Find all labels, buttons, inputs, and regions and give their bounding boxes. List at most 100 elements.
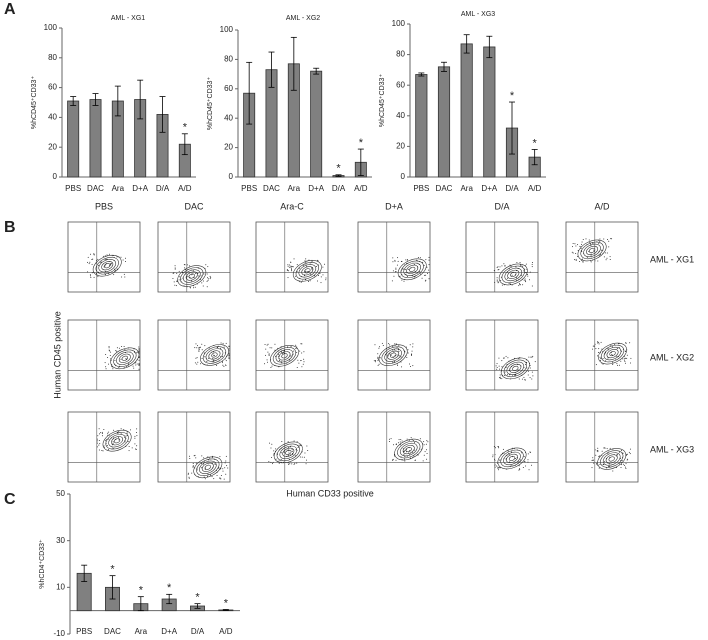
flow-contour — [113, 349, 137, 367]
flow-event — [216, 346, 218, 348]
flow-event — [307, 449, 309, 451]
flow-contour — [211, 352, 218, 358]
flow-event — [87, 271, 89, 273]
flow-event — [618, 343, 620, 345]
flow-contour — [609, 351, 616, 357]
flow-event — [105, 366, 107, 368]
flow-event — [393, 360, 395, 362]
flow-event — [611, 353, 613, 355]
flow-event — [425, 443, 427, 445]
error-bar — [418, 72, 425, 77]
flow-event — [117, 436, 119, 438]
flow-event — [603, 256, 605, 258]
flow-event — [620, 457, 622, 459]
flow-event — [222, 364, 224, 366]
flow-event — [428, 264, 430, 266]
flow-event — [105, 274, 107, 276]
flow-contour — [295, 262, 319, 280]
flow-event — [187, 275, 189, 277]
flow-event — [529, 377, 531, 379]
flow-event — [228, 346, 230, 348]
flow-event — [288, 452, 290, 454]
flow-event — [598, 456, 600, 458]
flow-event — [596, 463, 598, 465]
flow-event — [193, 287, 195, 289]
flow-event — [620, 462, 622, 464]
flow-event — [280, 458, 282, 460]
flow-event — [389, 441, 391, 443]
flow-event — [394, 271, 396, 273]
flow-event — [295, 449, 297, 451]
flow-event — [518, 465, 520, 467]
error-bar — [109, 575, 116, 600]
flow-event — [604, 252, 606, 254]
flow-event — [113, 429, 115, 431]
flow-event — [604, 461, 606, 463]
flow-event — [201, 358, 203, 360]
flow-event — [498, 357, 500, 359]
flow-event — [290, 268, 292, 270]
flow-contour — [92, 254, 122, 277]
flow-column-header: Ara-C — [280, 201, 304, 211]
x-tick-label: D/A — [505, 184, 519, 193]
flow-event — [608, 246, 610, 248]
flow-event — [109, 350, 111, 352]
flow-event — [204, 356, 206, 358]
flow-event — [121, 346, 123, 348]
x-tick-label: DAC — [263, 184, 280, 193]
flow-event — [626, 354, 628, 356]
flow-event — [625, 463, 627, 465]
flow-event — [625, 453, 627, 455]
flow-event — [116, 268, 118, 270]
flow-event — [192, 465, 194, 467]
flow-event — [108, 349, 110, 351]
flow-event — [581, 241, 583, 243]
error-bar — [194, 603, 201, 609]
flow-event — [293, 463, 295, 465]
flow-contour — [600, 450, 624, 468]
x-tick-label: PBS — [65, 184, 81, 193]
flow-event — [191, 280, 193, 282]
flow-event — [138, 362, 140, 364]
flow-contour — [506, 361, 525, 376]
flow-event — [173, 281, 175, 283]
flow-event — [593, 345, 595, 347]
flow-event — [133, 367, 135, 369]
flow-event — [264, 343, 266, 345]
flow-event — [392, 270, 394, 272]
flow-event — [288, 450, 290, 452]
flow-event — [287, 265, 289, 267]
flow-event — [575, 245, 577, 247]
flow-event — [496, 277, 498, 279]
flow-event — [401, 440, 403, 442]
flow-event — [410, 437, 412, 439]
flow-event — [289, 264, 291, 266]
flow-event — [208, 357, 210, 359]
flow-event — [201, 282, 203, 284]
flow-event — [395, 459, 397, 461]
flow-event — [529, 367, 531, 369]
flow-event — [113, 274, 115, 276]
flow-event — [519, 264, 521, 266]
flow-event — [590, 261, 592, 263]
flow-event — [292, 266, 294, 268]
flow-event — [108, 431, 110, 433]
flow-event — [524, 280, 526, 282]
flow-contour — [200, 344, 229, 366]
flow-plot-frame — [357, 411, 431, 483]
flow-event — [598, 467, 600, 469]
flow-event — [198, 349, 200, 351]
flow-event — [597, 342, 599, 344]
flow-event — [401, 260, 403, 262]
flow-event — [591, 467, 593, 469]
flow-event — [387, 355, 389, 357]
flow-event — [405, 271, 407, 273]
flow-event — [626, 459, 628, 461]
flow-event — [187, 473, 189, 475]
y-tick-label: 0 — [229, 172, 234, 181]
flow-event — [115, 269, 117, 271]
flow-event — [629, 342, 631, 344]
flow-event — [204, 478, 206, 480]
flow-event — [598, 343, 600, 345]
flow-event — [515, 266, 517, 268]
